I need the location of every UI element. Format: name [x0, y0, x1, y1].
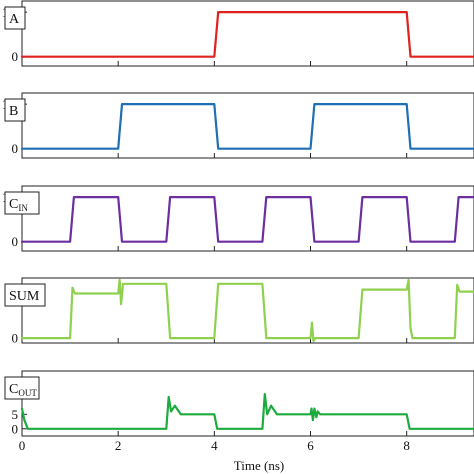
- signal-label-box: [4, 283, 46, 307]
- panel-frame: [21, 0, 474, 67]
- y-tick-label: 0: [12, 421, 19, 436]
- y-tick-label: 5: [12, 407, 19, 422]
- signal-label: SUM: [9, 289, 40, 304]
- signal-label: B: [9, 104, 18, 119]
- signal-trace: [20, 196, 474, 243]
- signal-label-subscript: IN: [18, 203, 28, 213]
- signal-panel: 01.2CIN: [2, 185, 474, 252]
- signal-label-main: SUM: [9, 289, 40, 304]
- x-tick-label: 8: [403, 438, 410, 453]
- x-axis-label: Time (ns): [234, 458, 284, 473]
- panel-frame: [21, 277, 474, 344]
- panel-frame: [21, 370, 474, 437]
- signal-panel: 01.2B: [2, 92, 474, 159]
- y-tick-label: 0: [12, 331, 19, 346]
- signal-label: COUT: [9, 382, 37, 398]
- signal-label-box: [4, 191, 40, 215]
- signal-label-box: [4, 6, 26, 30]
- signal-label-box: [4, 376, 40, 400]
- signal-panel: 01.2A: [2, 0, 474, 67]
- signal-label-main: C: [9, 382, 18, 397]
- x-tick-label: 6: [307, 438, 314, 453]
- signal-label-box: [4, 98, 26, 122]
- x-tick-label: 2: [115, 438, 122, 453]
- signal-trace: [20, 11, 474, 58]
- signal-label-main: A: [9, 12, 20, 27]
- panel-frame: [21, 92, 474, 159]
- y-tick-label: 0: [12, 141, 19, 156]
- signal-label-main: C: [9, 197, 18, 212]
- signal-trace: [20, 393, 474, 430]
- signal-trace: [20, 103, 474, 150]
- signal-label-subscript: OUT: [18, 388, 37, 398]
- signal-trace: [20, 278, 474, 343]
- signal-panel: 05SUM: [4, 277, 474, 346]
- x-tick-label: 4: [211, 438, 218, 453]
- x-tick-label: 0: [19, 438, 26, 453]
- panel-frame: [21, 185, 474, 252]
- y-tick-label: 0: [12, 49, 19, 64]
- y-tick-label: 0: [12, 234, 19, 249]
- signal-label-main: B: [9, 104, 18, 119]
- signal-panel: 05 COUT: [4, 370, 474, 437]
- signal-label: A: [9, 12, 20, 27]
- signal-label: CIN: [9, 197, 28, 213]
